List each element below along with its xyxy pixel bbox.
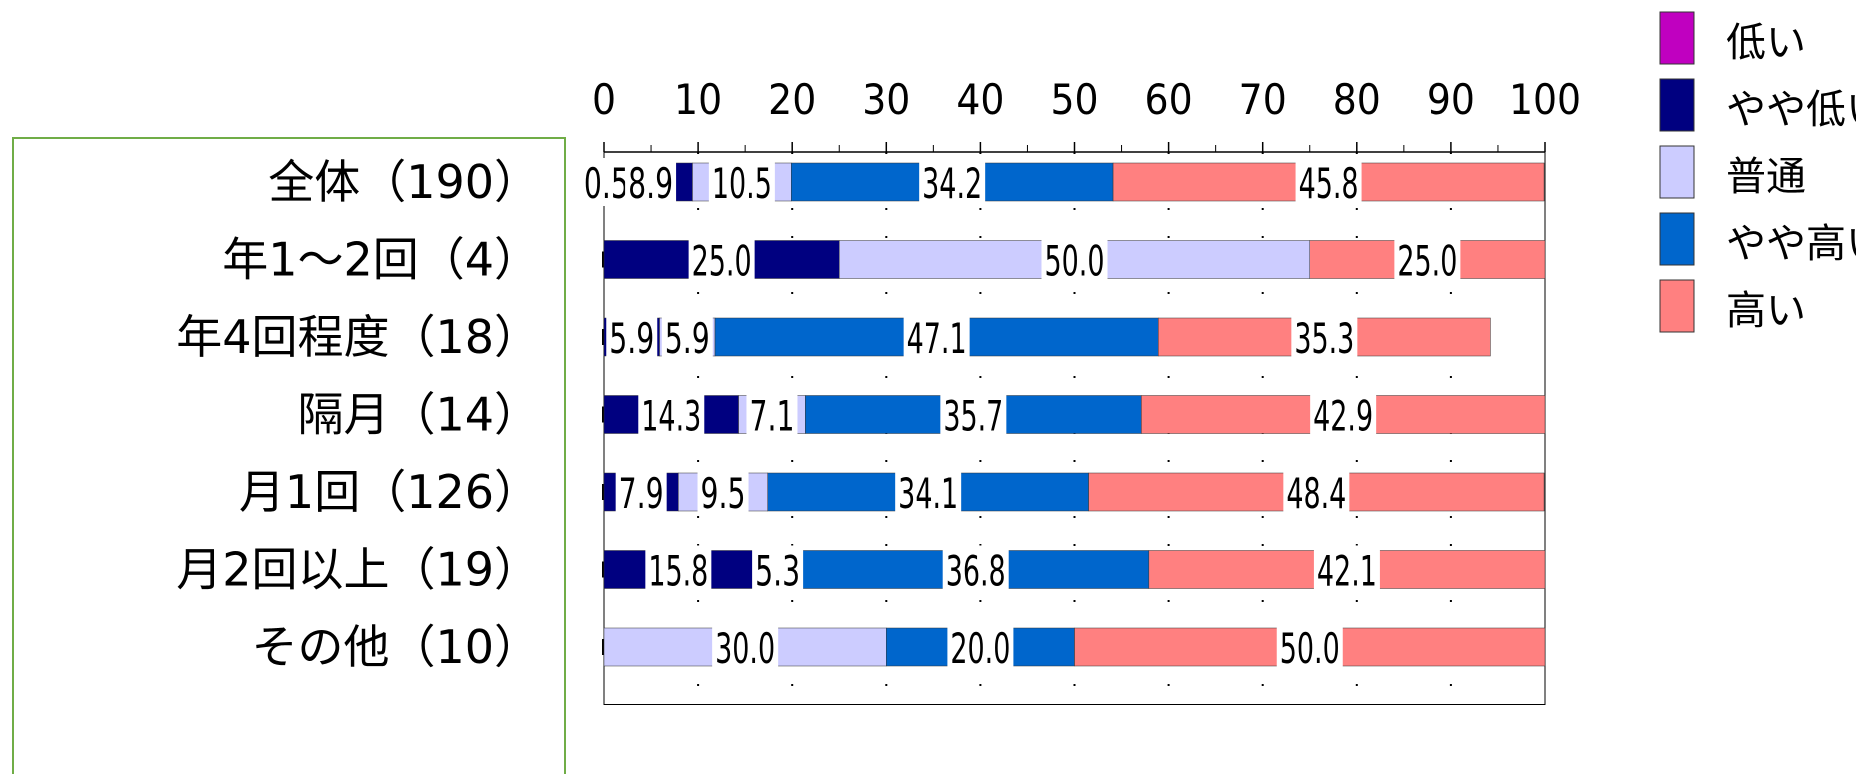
x-tick-label-60: 60 bbox=[1145, 75, 1193, 124]
data-label: 8.9 bbox=[628, 159, 673, 208]
data-label-bg bbox=[615, 468, 667, 516]
data-label: 7.1 bbox=[749, 392, 794, 441]
data-label-bg bbox=[1310, 390, 1377, 439]
data-label: 14.3 bbox=[641, 392, 701, 441]
data-label-bg bbox=[942, 545, 1009, 594]
data-label-bg bbox=[752, 545, 804, 594]
data-label: 50.0 bbox=[1280, 624, 1340, 673]
legend-swatch bbox=[1659, 145, 1695, 199]
data-label: 36.8 bbox=[946, 547, 1006, 596]
legend-label: 低い bbox=[1726, 20, 1806, 66]
data-label: 7.9 bbox=[619, 469, 664, 518]
x-tick-label-30: 30 bbox=[862, 75, 910, 124]
data-label-bg bbox=[661, 313, 713, 361]
data-label: 35.3 bbox=[1294, 314, 1354, 363]
data-label-bg bbox=[1394, 235, 1461, 284]
data-label: 34.2 bbox=[922, 159, 982, 208]
data-label: 9.5 bbox=[701, 469, 746, 518]
legend-label: やや高い bbox=[1726, 221, 1856, 267]
data-label: 42.1 bbox=[1317, 547, 1377, 596]
legend-swatch bbox=[1659, 11, 1695, 65]
category-label: 月1回（126） bbox=[239, 465, 540, 519]
data-label: 0.5 bbox=[584, 159, 629, 208]
data-label: 48.4 bbox=[1286, 469, 1346, 518]
data-label: 30.0 bbox=[715, 624, 775, 673]
data-label: 5.3 bbox=[755, 547, 800, 596]
data-label: 42.9 bbox=[1313, 392, 1373, 441]
category-label-box bbox=[12, 137, 566, 774]
data-label-bg bbox=[708, 158, 775, 206]
x-tick-label-90: 90 bbox=[1427, 75, 1475, 124]
data-label: 45.8 bbox=[1299, 159, 1359, 208]
data-label: 10.5 bbox=[712, 159, 772, 208]
x-tick-label-10: 10 bbox=[674, 75, 722, 124]
data-label-bg bbox=[625, 158, 677, 206]
data-label-bg bbox=[1295, 158, 1362, 206]
x-tick-label-0: 0 bbox=[592, 75, 616, 124]
category-label: 隔月（14） bbox=[297, 388, 540, 442]
category-label: 年1～2回（4） bbox=[222, 233, 540, 287]
x-tick-label-20: 20 bbox=[768, 75, 816, 124]
x-tick-label-50: 50 bbox=[1050, 75, 1098, 124]
legend-swatch bbox=[1659, 212, 1695, 266]
data-label: 15.8 bbox=[648, 547, 708, 596]
data-label-bg bbox=[903, 313, 970, 361]
data-label-bg bbox=[638, 390, 705, 439]
legend-label: 高い bbox=[1726, 288, 1806, 334]
data-label-bg bbox=[919, 158, 986, 206]
category-label: 全体（190） bbox=[268, 155, 540, 209]
data-label-bg bbox=[1313, 545, 1380, 594]
data-label: 34.1 bbox=[898, 469, 958, 518]
data-label-bg bbox=[940, 390, 1007, 439]
data-label: 47.1 bbox=[907, 314, 967, 363]
x-axis: 0 10 20 30 40 50 60 70 80 90 100 bbox=[592, 75, 1581, 153]
data-label-bg bbox=[606, 313, 658, 361]
category-label: 年4回程度（18） bbox=[176, 310, 540, 364]
legend-label: 普通 bbox=[1726, 154, 1806, 200]
data-label-bg bbox=[645, 545, 712, 594]
data-label: 20.0 bbox=[950, 624, 1010, 673]
data-label-bg bbox=[746, 390, 798, 439]
x-tick-label-40: 40 bbox=[956, 75, 1004, 124]
legend: 低いやや低い普通やや高い高い bbox=[1659, 11, 1856, 334]
data-label: 5.9 bbox=[665, 314, 710, 363]
data-label-bg bbox=[1283, 468, 1350, 516]
plot-area: 0.5 8.9 10.5 34.2 45.8 25.0 50.0 25.0 5.9 5.9 47.1… bbox=[580, 151, 1546, 705]
x-tick-label-100: 100 bbox=[1509, 75, 1581, 124]
x-tick-label-70: 70 bbox=[1239, 75, 1287, 124]
data-label-bg bbox=[1041, 235, 1108, 284]
data-label-bg bbox=[580, 158, 632, 206]
data-label-bg bbox=[1291, 313, 1358, 361]
legend-label: やや低い bbox=[1726, 87, 1856, 133]
data-label-bg bbox=[697, 468, 749, 516]
data-label-bg bbox=[688, 235, 755, 284]
data-label-bg bbox=[895, 468, 962, 516]
data-label-bg bbox=[947, 623, 1014, 671]
legend-swatch bbox=[1659, 78, 1695, 132]
legend-swatch bbox=[1659, 279, 1695, 333]
data-label-bg bbox=[1276, 623, 1343, 671]
category-labels: 全体（190） 年1～2回（4） 年4回程度（18） 隔月（14） 月1回（126） 月2… bbox=[176, 155, 540, 674]
data-label: 25.0 bbox=[1397, 237, 1457, 286]
category-label: その他（10） bbox=[251, 620, 540, 674]
data-label: 25.0 bbox=[692, 237, 752, 286]
data-label: 35.7 bbox=[943, 392, 1003, 441]
data-label: 50.0 bbox=[1045, 237, 1105, 286]
data-label: 5.9 bbox=[609, 314, 654, 363]
category-label: 月2回以上（19） bbox=[176, 543, 540, 597]
data-label-bg bbox=[712, 623, 779, 671]
x-tick-label-80: 80 bbox=[1333, 75, 1381, 124]
